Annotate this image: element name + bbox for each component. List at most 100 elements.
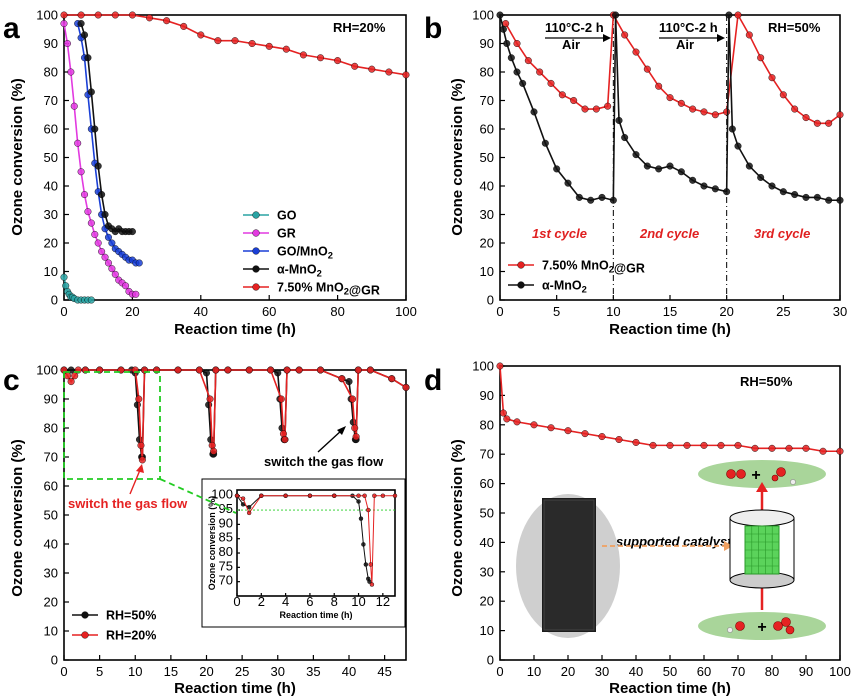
data-point	[98, 248, 106, 256]
data-point	[362, 493, 367, 498]
o2-molecule	[736, 469, 746, 479]
data-point	[700, 441, 708, 449]
x-tick-label-a: 100	[395, 304, 417, 319]
y-tick-label-b: 60	[480, 122, 494, 137]
panel-label-d: d	[424, 364, 442, 397]
plot-a: 0 20 40 60 80 100 0 10 20 30 40 50 60 70 80 90 100	[36, 8, 417, 320]
data-point	[621, 134, 629, 142]
data-point	[785, 444, 793, 452]
data-point	[67, 378, 75, 386]
legend-label: GO	[277, 209, 297, 223]
x-tick-label-c: 0	[60, 664, 67, 679]
panel-label-a: a	[3, 12, 20, 45]
y-tick-label-b: 10	[480, 264, 494, 279]
annotation-arrow-2	[317, 429, 343, 453]
data-point	[202, 369, 210, 377]
data-point	[283, 366, 291, 374]
data-point	[643, 162, 651, 170]
data-point	[108, 239, 116, 247]
water-atom	[727, 627, 733, 633]
data-point	[81, 31, 89, 39]
x-tick-label-d: 90	[799, 664, 813, 679]
data-point	[536, 68, 544, 76]
data-point	[64, 372, 72, 380]
data-point	[81, 191, 89, 199]
y-axis-title-b: Ozone conversion (%)	[449, 78, 466, 236]
plus-sign-bottom: +	[757, 619, 766, 636]
data-point	[206, 395, 214, 403]
data-point	[84, 54, 92, 62]
data-point	[700, 108, 708, 116]
panel-label-c: c	[3, 364, 20, 397]
y-tick-label-c: 10	[44, 624, 58, 639]
data-point	[63, 40, 71, 48]
data-point	[757, 54, 765, 62]
y-tick-label-a: 20	[44, 236, 58, 251]
legend-marker	[252, 247, 260, 255]
data-point	[111, 270, 119, 278]
data-point	[581, 430, 589, 438]
x-tick-label-d: 20	[561, 664, 575, 679]
data-point	[530, 421, 538, 429]
data-point	[666, 94, 674, 102]
y-tick-label-d: 40	[480, 535, 494, 550]
data-point	[700, 182, 708, 190]
x-tick-label-d: 50	[663, 664, 677, 679]
data-point	[779, 91, 787, 99]
data-point	[94, 239, 102, 247]
data-point	[368, 562, 373, 567]
data-point	[349, 418, 357, 426]
data-point	[385, 68, 393, 76]
y-tick-label-a: 70	[44, 93, 58, 108]
y-tick-label-d: 100	[472, 359, 494, 374]
y-tick-label-b: 100	[472, 8, 494, 23]
x-tick-label-d: 80	[765, 664, 779, 679]
legend-marker	[517, 261, 525, 269]
x-tick-label-d: 30	[595, 664, 609, 679]
data-point	[825, 196, 833, 204]
data-point	[87, 219, 95, 227]
data-point	[278, 424, 286, 432]
data-point	[513, 418, 521, 426]
x-tick-label-c: 35	[306, 664, 320, 679]
legend-c: RH=50% RH=20%	[72, 609, 156, 643]
switch-gas-annotation-1: switch the gas flow	[68, 496, 188, 511]
y-tick-label-a: 40	[44, 179, 58, 194]
catalyst-sheet-surface	[543, 499, 595, 631]
y-tick-label-a: 100	[36, 8, 58, 23]
x-tick-label-b: 30	[833, 304, 847, 319]
x-tick-label-c-inset: 12	[376, 594, 390, 609]
data-point	[84, 208, 92, 216]
data-point	[60, 273, 68, 281]
data-point	[138, 456, 146, 464]
data-point	[728, 125, 736, 133]
data-point	[104, 259, 112, 267]
y-tick-label-a: 80	[44, 65, 58, 80]
data-point	[163, 17, 171, 25]
data-point	[581, 105, 589, 113]
data-point	[265, 42, 273, 50]
data-point	[332, 493, 337, 498]
legend-a: GO GR GO/MnO2 α-MnO2 7.50% MnO2@GR	[243, 209, 380, 298]
data-point	[499, 409, 507, 417]
axes-frame-a	[63, 14, 407, 301]
y-tick-label-c: 60	[44, 479, 58, 494]
inset-x-axis-title: Reaction time (h)	[279, 610, 352, 620]
data-point	[245, 366, 253, 374]
data-point	[496, 362, 504, 370]
data-point	[60, 11, 68, 19]
rh-annotation-b: RH=50%	[768, 20, 821, 35]
data-point	[214, 37, 222, 45]
x-tick-label-a: 80	[330, 304, 344, 319]
data-point	[791, 191, 799, 199]
data-point	[768, 74, 776, 82]
y-tick-label-a: 10	[44, 264, 58, 279]
data-point	[358, 516, 364, 521]
data-point	[503, 415, 511, 423]
x-tick-label-d: 60	[697, 664, 711, 679]
y-tick-label-c: 80	[44, 421, 58, 436]
data-point	[283, 493, 288, 498]
data-point	[259, 493, 264, 498]
y-tick-label-c-inset: 90	[219, 515, 233, 530]
